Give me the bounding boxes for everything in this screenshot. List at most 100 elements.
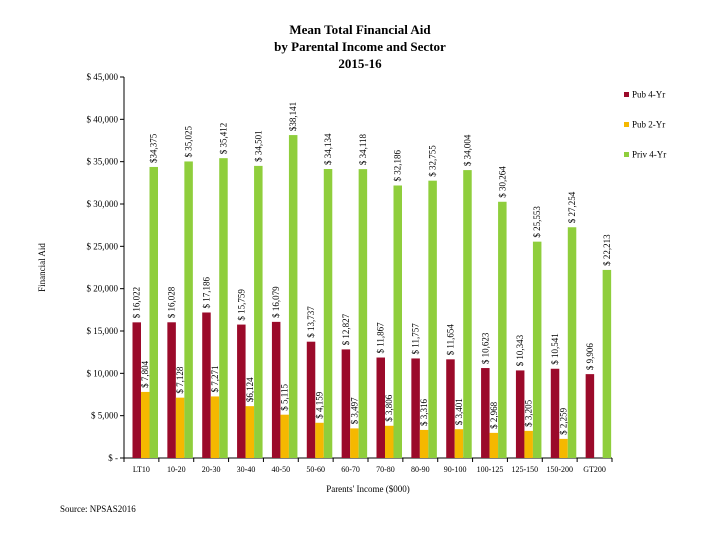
bar-value-label: $ 16,022 <box>132 287 142 319</box>
legend-label: Priv 4-Yr <box>632 150 666 160</box>
bar-value-label: $ 3,316 <box>419 398 429 426</box>
y-tick-label: $ 10,000 <box>87 368 119 378</box>
bar-value-label: $ 7,128 <box>175 366 185 394</box>
bar <box>393 185 402 458</box>
bar <box>454 429 464 458</box>
bar <box>149 166 158 459</box>
bar <box>481 368 490 458</box>
bar <box>446 359 455 458</box>
bar-value-label: $ 34,004 <box>462 134 472 166</box>
bar <box>280 414 289 458</box>
y-tick-label: $ 30,000 <box>87 199 119 209</box>
bar-value-label: $ 34,501 <box>253 130 263 162</box>
bar-value-label: $ 22,213 <box>602 234 612 266</box>
bar <box>271 321 281 458</box>
bar <box>175 397 185 458</box>
legend-label: Pub 4-Yr <box>632 90 665 100</box>
bar-value-label: $ 32,755 <box>428 145 438 177</box>
bar-value-label: $ 12,827 <box>341 313 351 345</box>
bar <box>141 391 150 458</box>
bar-value-label: $ 32,186 <box>393 149 403 181</box>
bar <box>376 357 385 458</box>
x-tick-label: 80-90 <box>411 465 430 474</box>
y-axis-title: Financial Aid <box>37 243 47 292</box>
bar <box>210 396 220 458</box>
bar <box>219 158 228 458</box>
bar <box>385 425 394 458</box>
bar <box>411 358 420 458</box>
y-tick-label: $ 15,000 <box>87 326 119 336</box>
bar-value-label: $ 15,759 <box>236 289 246 321</box>
bar-value-label: $ 3,205 <box>524 399 534 427</box>
bar-value-label: $ 27,254 <box>567 191 577 223</box>
y-tick-label: $ 35,000 <box>87 157 119 167</box>
x-tick-label: 50-60 <box>306 465 325 474</box>
bar <box>254 165 263 458</box>
bar-value-label: $38,141 <box>288 102 298 131</box>
bar-value-label: $ 11,757 <box>411 323 421 355</box>
bar-value-label: $34,375 <box>149 133 159 163</box>
chart-title-line-1: Mean Total Financial Aid <box>289 22 431 37</box>
bar <box>498 201 507 458</box>
bar <box>559 438 568 458</box>
bar-value-label: $ 25,553 <box>532 206 542 238</box>
bar-value-label: $6,124 <box>245 377 255 402</box>
bar-value-label: $ 34,134 <box>323 133 333 165</box>
bar-value-label: $ 30,264 <box>497 166 507 198</box>
bar-value-label: $ 10,541 <box>550 333 560 365</box>
y-tick-label: $ 5,000 <box>91 411 119 421</box>
chart-title-line-3: 2015-16 <box>338 56 382 71</box>
bar <box>288 135 298 458</box>
y-tick-label: $ - <box>108 453 118 463</box>
x-tick-label: 70-80 <box>376 465 395 474</box>
bar-value-label: $ 3,401 <box>454 398 464 425</box>
x-tick-label: GT200 <box>583 465 606 474</box>
x-tick-label: 20-30 <box>202 465 221 474</box>
bar-value-label: $ 35,412 <box>218 123 228 155</box>
bar <box>132 322 141 458</box>
bar-value-label: $ 11,867 <box>376 322 386 354</box>
bar-value-label: $ 5,115 <box>280 384 290 411</box>
legend-swatch <box>624 122 629 127</box>
bar <box>341 349 351 458</box>
bar <box>315 422 324 458</box>
x-tick-label: 125-150 <box>512 465 539 474</box>
bar <box>524 430 533 458</box>
bar <box>184 161 193 458</box>
x-tick-label: 100-125 <box>477 465 504 474</box>
legend-swatch <box>624 152 629 157</box>
x-axis-title: Parents' Income ($000) <box>326 484 410 494</box>
bar <box>515 370 525 458</box>
y-tick-label: $ 40,000 <box>87 114 119 124</box>
bar <box>350 428 359 458</box>
bar-value-label: $ 11,654 <box>445 324 455 356</box>
bar-value-label: $ 35,025 <box>184 125 194 157</box>
x-tick-label: 10-20 <box>167 465 186 474</box>
bar-value-label: $ 4,159 <box>315 391 325 419</box>
legend-swatch <box>624 92 629 97</box>
y-tick-label: $ 45,000 <box>87 72 119 82</box>
bar-value-label: $ 2,259 <box>559 407 569 435</box>
bar <box>550 368 560 458</box>
bar-value-label: $ 3,497 <box>349 397 359 425</box>
bar <box>463 170 472 458</box>
chart-title-line-2: by Parental Income and Sector <box>274 39 446 54</box>
bar <box>167 322 176 458</box>
bar-value-label: $ 3,806 <box>384 394 394 422</box>
bar <box>306 341 316 458</box>
bar-value-label: $ 7,271 <box>210 365 220 392</box>
x-tick-label: LT10 <box>133 465 150 474</box>
bar-value-label: $ 16,079 <box>271 286 281 318</box>
y-tick-label: $ 20,000 <box>87 284 119 294</box>
bar-value-label: $ 10,623 <box>480 332 490 364</box>
bar-value-label: $ 13,737 <box>306 306 316 338</box>
source-note: Source: NPSAS2016 <box>60 504 136 514</box>
legend-label: Pub 2-Yr <box>632 120 665 130</box>
x-tick-label: 60-70 <box>341 465 360 474</box>
x-tick-label: 30-40 <box>237 465 256 474</box>
bar-value-label: $ 7,804 <box>140 360 150 388</box>
bar <box>202 312 211 458</box>
bar <box>585 374 595 458</box>
bar <box>419 429 429 458</box>
